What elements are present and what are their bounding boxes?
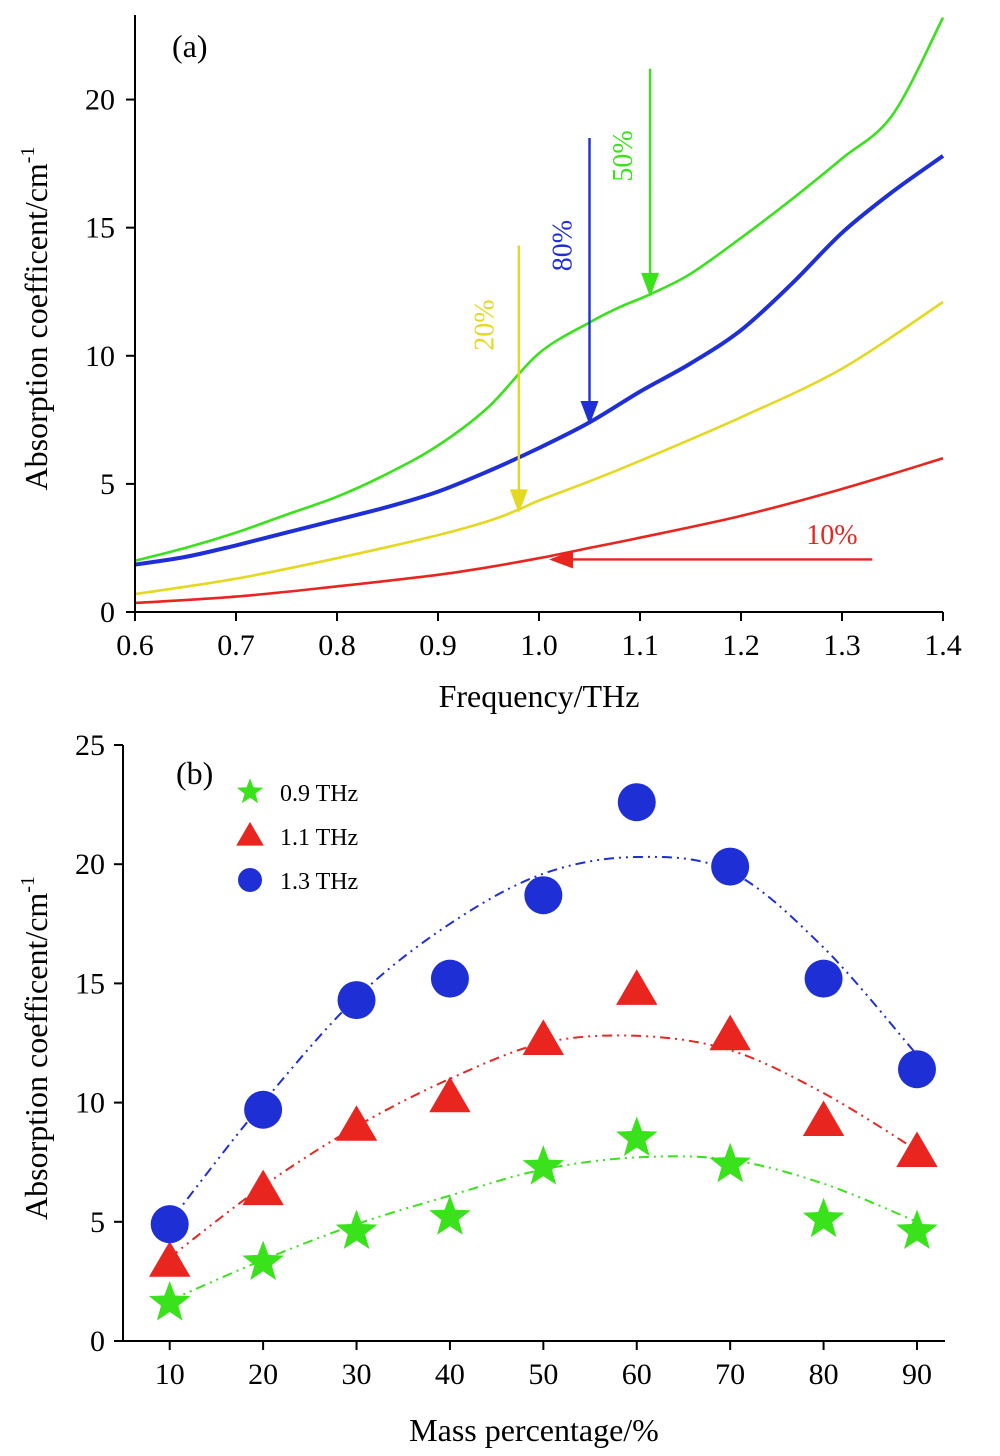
data-point-1-1-thz xyxy=(149,1241,191,1277)
annotation-label-80pct: 80% xyxy=(547,220,578,271)
x-tick-label: 20 xyxy=(248,1358,278,1391)
data-point-0-9-thz xyxy=(802,1197,845,1238)
data-point-0-9-thz xyxy=(709,1142,751,1183)
x-tick-label: 50 xyxy=(528,1358,558,1391)
panel-b-y-axis-label-text: Absorption coefficent/cm xyxy=(18,893,54,1220)
legend-marker-0-9-thz xyxy=(236,778,264,804)
y-tick-label: 15 xyxy=(85,212,115,245)
y-tick-label: 5 xyxy=(100,468,115,501)
annotation-label-10pct: 10% xyxy=(806,520,857,551)
panel-a-x-ticks: 0.6 0.7 0.8 0.9 1.0 1.1 1.2 1.3 1.4 xyxy=(116,612,962,662)
data-point-1-1-thz xyxy=(616,969,658,1005)
panel-b-y-axis-label-superscript: -1 xyxy=(17,876,39,893)
panel-b-x-ticks: 10 20 30 40 50 60 70 80 90 xyxy=(155,1341,932,1391)
fit-line-0-9-thz xyxy=(169,1155,918,1302)
panel-b-y-axis-label: Absorption coefficent/cm-1 xyxy=(17,876,54,1220)
x-tick-label: 1.3 xyxy=(823,629,861,662)
panel-a-y-axis-label-text: Absorption coefficent/cm xyxy=(18,163,54,490)
x-tick-label: 0.6 xyxy=(116,629,154,662)
x-tick-label: 0.8 xyxy=(318,629,356,662)
data-point-0-9-thz xyxy=(335,1209,378,1249)
data-point-1-3-thz xyxy=(150,1205,189,1244)
x-tick-label: 0.7 xyxy=(217,629,255,662)
data-point-1-1-thz xyxy=(522,1019,565,1055)
data-point-1-1-thz xyxy=(709,1014,751,1051)
y-tick-label: 25 xyxy=(75,729,105,762)
data-point-0-9-thz xyxy=(896,1209,938,1249)
panel-b-plot-area xyxy=(148,783,938,1321)
x-tick-label: 1.2 xyxy=(722,629,760,662)
y-tick-label: 20 xyxy=(75,848,105,881)
legend-marker-1-3-thz xyxy=(238,868,262,892)
panel-b-y-ticks: 0 5 10 15 20 25 xyxy=(75,729,123,1358)
x-tick-label: 1.0 xyxy=(520,629,558,662)
x-tick-label: 70 xyxy=(715,1358,745,1391)
legend-label-0-9-thz: 0.9 THz xyxy=(280,781,358,807)
y-tick-label: 5 xyxy=(90,1206,105,1239)
series-line-10pct xyxy=(134,457,944,605)
data-point-1-3-thz xyxy=(711,847,750,886)
panel-a-y-axis-label: Absorption coefficent/cm-1 xyxy=(17,147,54,491)
annotation-label-20pct: 20% xyxy=(470,299,501,350)
annotation-arrowhead-80pct xyxy=(580,400,599,425)
annotation-arrowhead-10pct xyxy=(549,550,574,569)
y-tick-label: 20 xyxy=(85,84,115,117)
x-tick-label: 10 xyxy=(155,1358,185,1391)
series-line-50pct xyxy=(134,17,945,563)
y-tick-label: 10 xyxy=(85,340,115,373)
series-line-80pct xyxy=(134,154,945,567)
data-point-1-3-thz xyxy=(337,981,376,1020)
data-point-1-3-thz xyxy=(804,959,843,998)
panel-b-legend: 0.9 THz 1.1 THz 1.3 THz xyxy=(236,778,358,895)
data-point-0-9-thz xyxy=(429,1195,471,1235)
legend-label-1-3-thz: 1.3 THz xyxy=(280,869,358,895)
legend-label-1-1-thz: 1.1 THz xyxy=(280,825,358,851)
data-point-0-9-thz xyxy=(242,1240,284,1280)
y-tick-label: 0 xyxy=(100,596,115,629)
annotation-arrowhead-50pct xyxy=(641,272,660,297)
data-point-1-1-thz xyxy=(802,1100,845,1137)
panel-b-chart: 10 20 30 40 50 60 70 80 90 0 5 10 15 20 25 (b) Mass p… xyxy=(17,729,945,1448)
y-tick-label: 15 xyxy=(75,967,105,1000)
data-point-1-3-thz xyxy=(524,876,563,915)
data-point-0-9-thz xyxy=(522,1145,565,1185)
panel-a-label: (a) xyxy=(172,28,208,64)
fit-line-1-3-thz xyxy=(168,855,918,1223)
y-tick-label: 10 xyxy=(75,1087,105,1120)
x-tick-label: 60 xyxy=(622,1358,652,1391)
data-point-1-1-thz xyxy=(242,1169,284,1206)
panel-a-y-axis-label-superscript: -1 xyxy=(17,147,39,164)
data-point-1-3-thz xyxy=(897,1050,936,1089)
data-point-0-9-thz xyxy=(616,1116,658,1156)
y-tick-label: 0 xyxy=(90,1325,105,1358)
x-tick-label: 90 xyxy=(902,1358,932,1391)
x-tick-label: 30 xyxy=(342,1358,372,1391)
data-point-1-3-thz xyxy=(617,783,656,822)
annotation-arrowhead-20pct xyxy=(509,489,528,514)
data-point-1-1-thz xyxy=(896,1131,938,1168)
data-point-1-3-thz xyxy=(244,1090,283,1129)
panel-a-y-ticks: 0 5 10 15 20 xyxy=(85,84,135,629)
x-tick-label: 0.9 xyxy=(419,629,457,662)
panel-a-chart: 10% 20% 80% 50% 0.6 0.7 0.8 0.9 1.0 1.1 1.2 1.3 1.4… xyxy=(17,15,962,714)
annotation-label-50pct: 50% xyxy=(608,130,639,181)
data-point-1-3-thz xyxy=(430,959,469,998)
data-point-0-9-thz xyxy=(148,1281,191,1321)
panel-a-x-axis-label: Frequency/THz xyxy=(439,678,640,714)
data-point-1-1-thz xyxy=(335,1105,378,1141)
data-point-1-1-thz xyxy=(429,1076,471,1113)
x-tick-label: 40 xyxy=(435,1358,465,1391)
series-line-20pct xyxy=(134,300,944,596)
fit-line-1-1-thz xyxy=(169,1034,918,1259)
x-tick-label: 80 xyxy=(809,1358,839,1391)
legend-marker-1-1-thz xyxy=(236,821,264,846)
panel-b-label: (b) xyxy=(176,755,213,791)
x-tick-label: 1.4 xyxy=(924,629,962,662)
x-tick-label: 1.1 xyxy=(621,629,659,662)
panel-b-x-axis-label: Mass percentage/% xyxy=(409,1412,659,1448)
panel-a-plot-area: 10% 20% 80% 50% xyxy=(134,17,945,605)
